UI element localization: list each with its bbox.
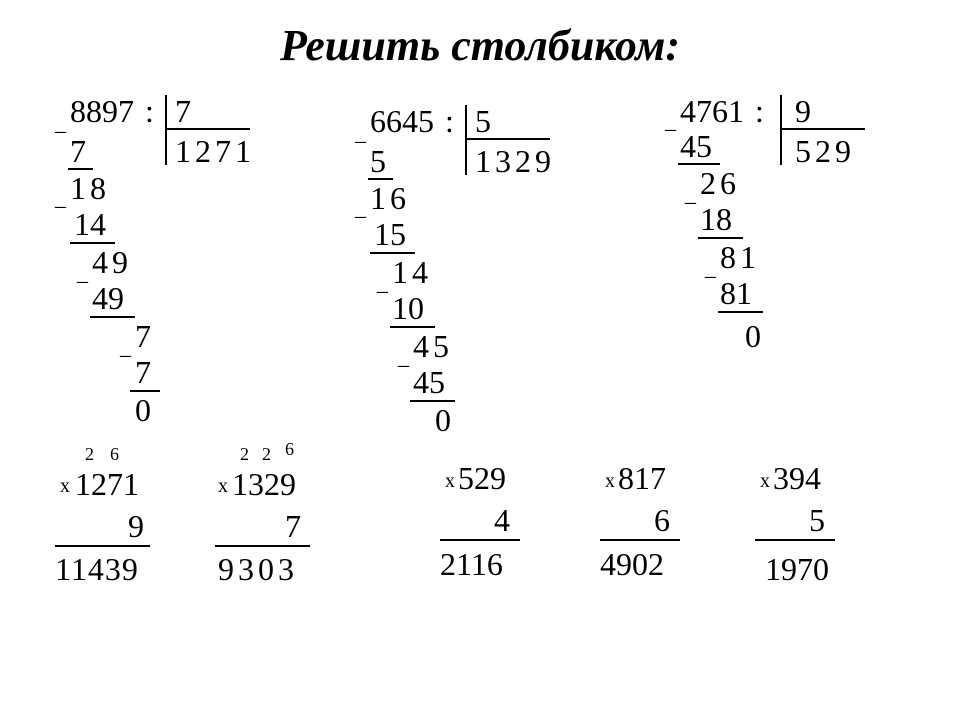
minus-sign: _ — [398, 344, 409, 370]
d2-s3: 14 — [392, 256, 432, 288]
m2-c0: 2 — [240, 445, 249, 463]
m1-c1: 6 — [110, 445, 119, 463]
m1-product: 11439 — [55, 553, 139, 585]
minus-sign: _ — [77, 260, 88, 286]
d1-s3: 49 — [92, 246, 132, 278]
m2-product: 9303 — [218, 553, 298, 585]
d1-s1: 18 — [70, 172, 110, 204]
m2-c2: 6 — [285, 440, 294, 458]
m2-b: 7 — [285, 510, 301, 542]
minus-sign: _ — [685, 181, 696, 207]
d2-s5: 45 — [413, 330, 453, 362]
rule — [440, 539, 520, 541]
m4-b: 6 — [654, 504, 670, 536]
m1-c0: 2 — [85, 445, 94, 463]
colon: : — [145, 95, 154, 127]
d3-s2: 18 — [700, 203, 732, 235]
minus-sign: _ — [55, 185, 66, 211]
div-vline — [465, 105, 467, 175]
div3-dividend: 4761 — [680, 95, 744, 127]
d1-s4: 49 — [92, 282, 124, 314]
times-sign: x — [218, 475, 228, 498]
m5-a: 394 — [773, 462, 821, 494]
rule — [718, 311, 763, 313]
d2-s7: 0 — [435, 404, 451, 436]
m1-a: 1271 — [75, 468, 139, 500]
div1-quotient: 1271 — [175, 135, 255, 167]
times-sign: x — [445, 470, 455, 493]
colon: : — [445, 105, 454, 137]
div2-dividend: 6645 — [370, 105, 434, 137]
div1-dividend: 8897 — [70, 95, 134, 127]
div-vline — [780, 95, 782, 165]
rule — [600, 539, 680, 541]
rule — [215, 545, 310, 547]
d3-s0: 45 — [680, 130, 712, 162]
div-vline — [165, 95, 167, 165]
m2-a: 1329 — [232, 468, 296, 500]
rule — [55, 545, 150, 547]
rule — [755, 539, 835, 541]
times-sign: x — [605, 470, 615, 493]
div-hline — [780, 128, 865, 130]
d1-s2: 14 — [74, 208, 106, 240]
d2-s1: 16 — [370, 182, 410, 214]
d3-s3: 81 — [720, 241, 760, 273]
times-sign: x — [760, 470, 770, 493]
minus-sign: _ — [665, 108, 676, 134]
colon: : — [755, 95, 764, 127]
page-title: Решить столбиком: — [0, 20, 960, 71]
m3-b: 4 — [494, 504, 510, 536]
d3-s4: 81 — [720, 277, 752, 309]
m4-a: 817 — [618, 462, 666, 494]
d2-s2: 15 — [374, 218, 406, 250]
times-sign: x — [60, 475, 70, 498]
d1-s0: 7 — [70, 135, 86, 167]
div-hline — [165, 128, 250, 130]
div3-divisor: 9 — [795, 95, 811, 127]
minus-sign: _ — [377, 270, 388, 296]
d1-s6: 7 — [135, 356, 151, 388]
minus-sign: _ — [120, 334, 131, 360]
m2-c1: 2 — [262, 445, 271, 463]
d2-s6: 45 — [413, 366, 445, 398]
m5-product: 1970 — [765, 553, 829, 585]
minus-sign: _ — [355, 120, 366, 146]
m3-a: 529 — [458, 462, 506, 494]
div-hline — [465, 138, 550, 140]
div2-divisor: 5 — [475, 105, 491, 137]
minus-sign: _ — [705, 255, 716, 281]
d1-s5: 7 — [135, 320, 151, 352]
div1-divisor: 7 — [175, 95, 191, 127]
m1-b: 9 — [128, 510, 144, 542]
m5-b: 5 — [809, 504, 825, 536]
d2-s4: 10 — [392, 292, 424, 324]
d3-s5: 0 — [745, 320, 761, 352]
minus-sign: _ — [55, 110, 66, 136]
m3-product: 2116 — [440, 548, 503, 580]
minus-sign: _ — [355, 195, 366, 221]
d3-s1: 26 — [700, 167, 740, 199]
m4-product: 4902 — [600, 548, 664, 580]
div3-quotient: 529 — [795, 135, 855, 167]
rule — [90, 316, 135, 318]
d1-s7: 0 — [135, 394, 151, 426]
div2-quotient: 1329 — [475, 145, 555, 177]
d2-s0: 5 — [370, 145, 386, 177]
